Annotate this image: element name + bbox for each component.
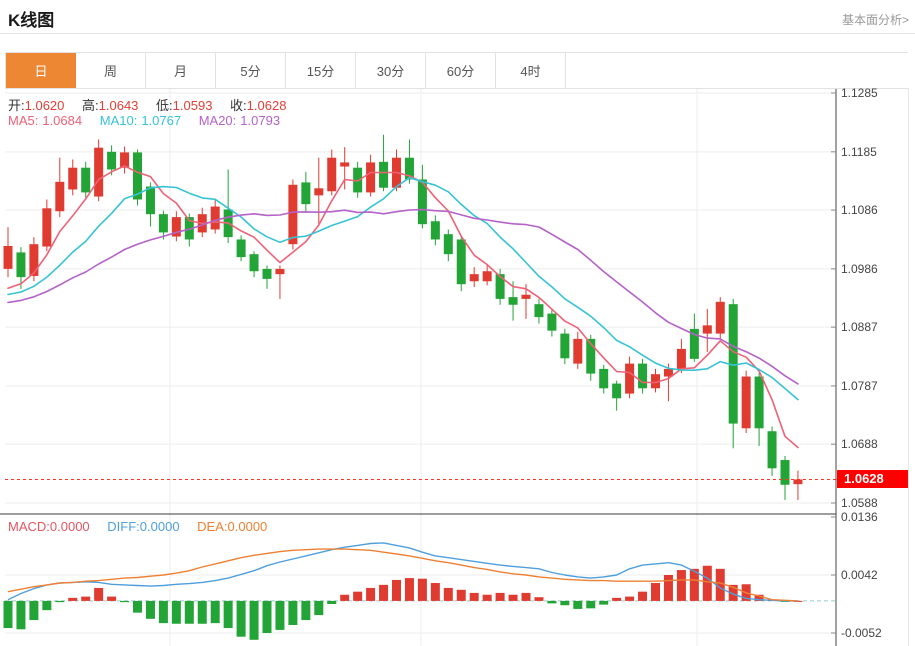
price-tick-label: 1.0986: [841, 261, 878, 276]
price-axis: [831, 88, 837, 646]
ma10-value: 1.0767: [141, 113, 182, 128]
open-value: 1.0620: [24, 98, 65, 113]
price-tick-label: 1.0887: [841, 320, 878, 335]
dea-line: [7, 548, 798, 602]
macd-tick-label: -0.0052: [841, 626, 882, 640]
diff: [7, 542, 798, 602]
diff-value: 0.0000: [139, 519, 180, 534]
price-tick-label: 1.0787: [841, 378, 878, 393]
low-value: 1.0593: [172, 98, 213, 113]
fundamental-analysis-link[interactable]: 基本面分析>: [841, 13, 909, 27]
close-value: 1.0628: [246, 98, 287, 113]
price-tick-label: 1.1185: [841, 144, 877, 159]
right-panel-border: [908, 88, 909, 646]
ma5: [7, 165, 799, 449]
dea-label: DEA:: [197, 519, 228, 534]
price-tick-label: 1.0688: [841, 437, 878, 452]
ohlc-legend: 开:1.0620 高:1.0643 低:1.0593 收:1.0628: [8, 95, 286, 114]
diff-label: DIFF:: [107, 519, 140, 534]
ma10: [7, 176, 799, 401]
price-tick-label: 1.0588: [841, 496, 878, 510]
price-tick-label: 1.1086: [841, 203, 878, 218]
high-value: 1.0643: [98, 98, 139, 113]
dea: [7, 548, 798, 602]
period-tabbar: 日 周 月 5分 15分 30分 60分 4时: [5, 52, 908, 89]
macd-tick-label: 0.0136: [841, 510, 878, 524]
macd-legend: MACD:0.0000 DIFF:0.0000 DEA:0.0000: [8, 519, 267, 534]
dea-value: 0.0000: [227, 519, 268, 534]
macd-histogram: [3, 565, 803, 640]
tab-month[interactable]: 月: [146, 53, 216, 88]
ma20-value: 1.0793: [240, 113, 281, 128]
tab-15min[interactable]: 15分: [286, 53, 356, 88]
ma5-label: MA5:: [8, 113, 39, 128]
ma10-line: [7, 176, 799, 401]
tab-day[interactable]: 日: [6, 53, 76, 88]
ma20: [7, 208, 799, 385]
tab-60min[interactable]: 60分: [426, 53, 496, 88]
low-label: 低:: [156, 98, 173, 113]
open-label: 开:: [8, 98, 25, 113]
current-price-tag: 1.0628: [837, 470, 908, 489]
ma20-label: MA20:: [198, 113, 237, 128]
macd-label: MACD:: [8, 519, 50, 534]
high-label: 高:: [82, 98, 99, 113]
macd-value: 0.0000: [49, 519, 90, 534]
ma5-line: [7, 165, 799, 449]
macd-tick-label: 0.0042: [841, 568, 878, 582]
candles: [3, 134, 803, 501]
grid-lines: [5, 89, 836, 646]
tab-5min[interactable]: 5分: [216, 53, 286, 88]
close-label: 收:: [230, 98, 247, 113]
price-tick-label: 1.1285: [841, 86, 878, 100]
diff-line: [7, 542, 798, 602]
tab-week[interactable]: 周: [76, 53, 146, 88]
tab-4hour[interactable]: 4时: [496, 53, 566, 88]
ma5-value: 1.0684: [42, 113, 83, 128]
ma20-line: [7, 208, 799, 385]
ma-legend: MA5: 1.0684 MA10: 1.0767 MA20: 1.0793: [8, 113, 280, 128]
ma10-label: MA10:: [99, 113, 138, 128]
tab-30min[interactable]: 30分: [356, 53, 426, 88]
header-divider: [0, 33, 915, 34]
page-title: K线图: [8, 11, 55, 30]
